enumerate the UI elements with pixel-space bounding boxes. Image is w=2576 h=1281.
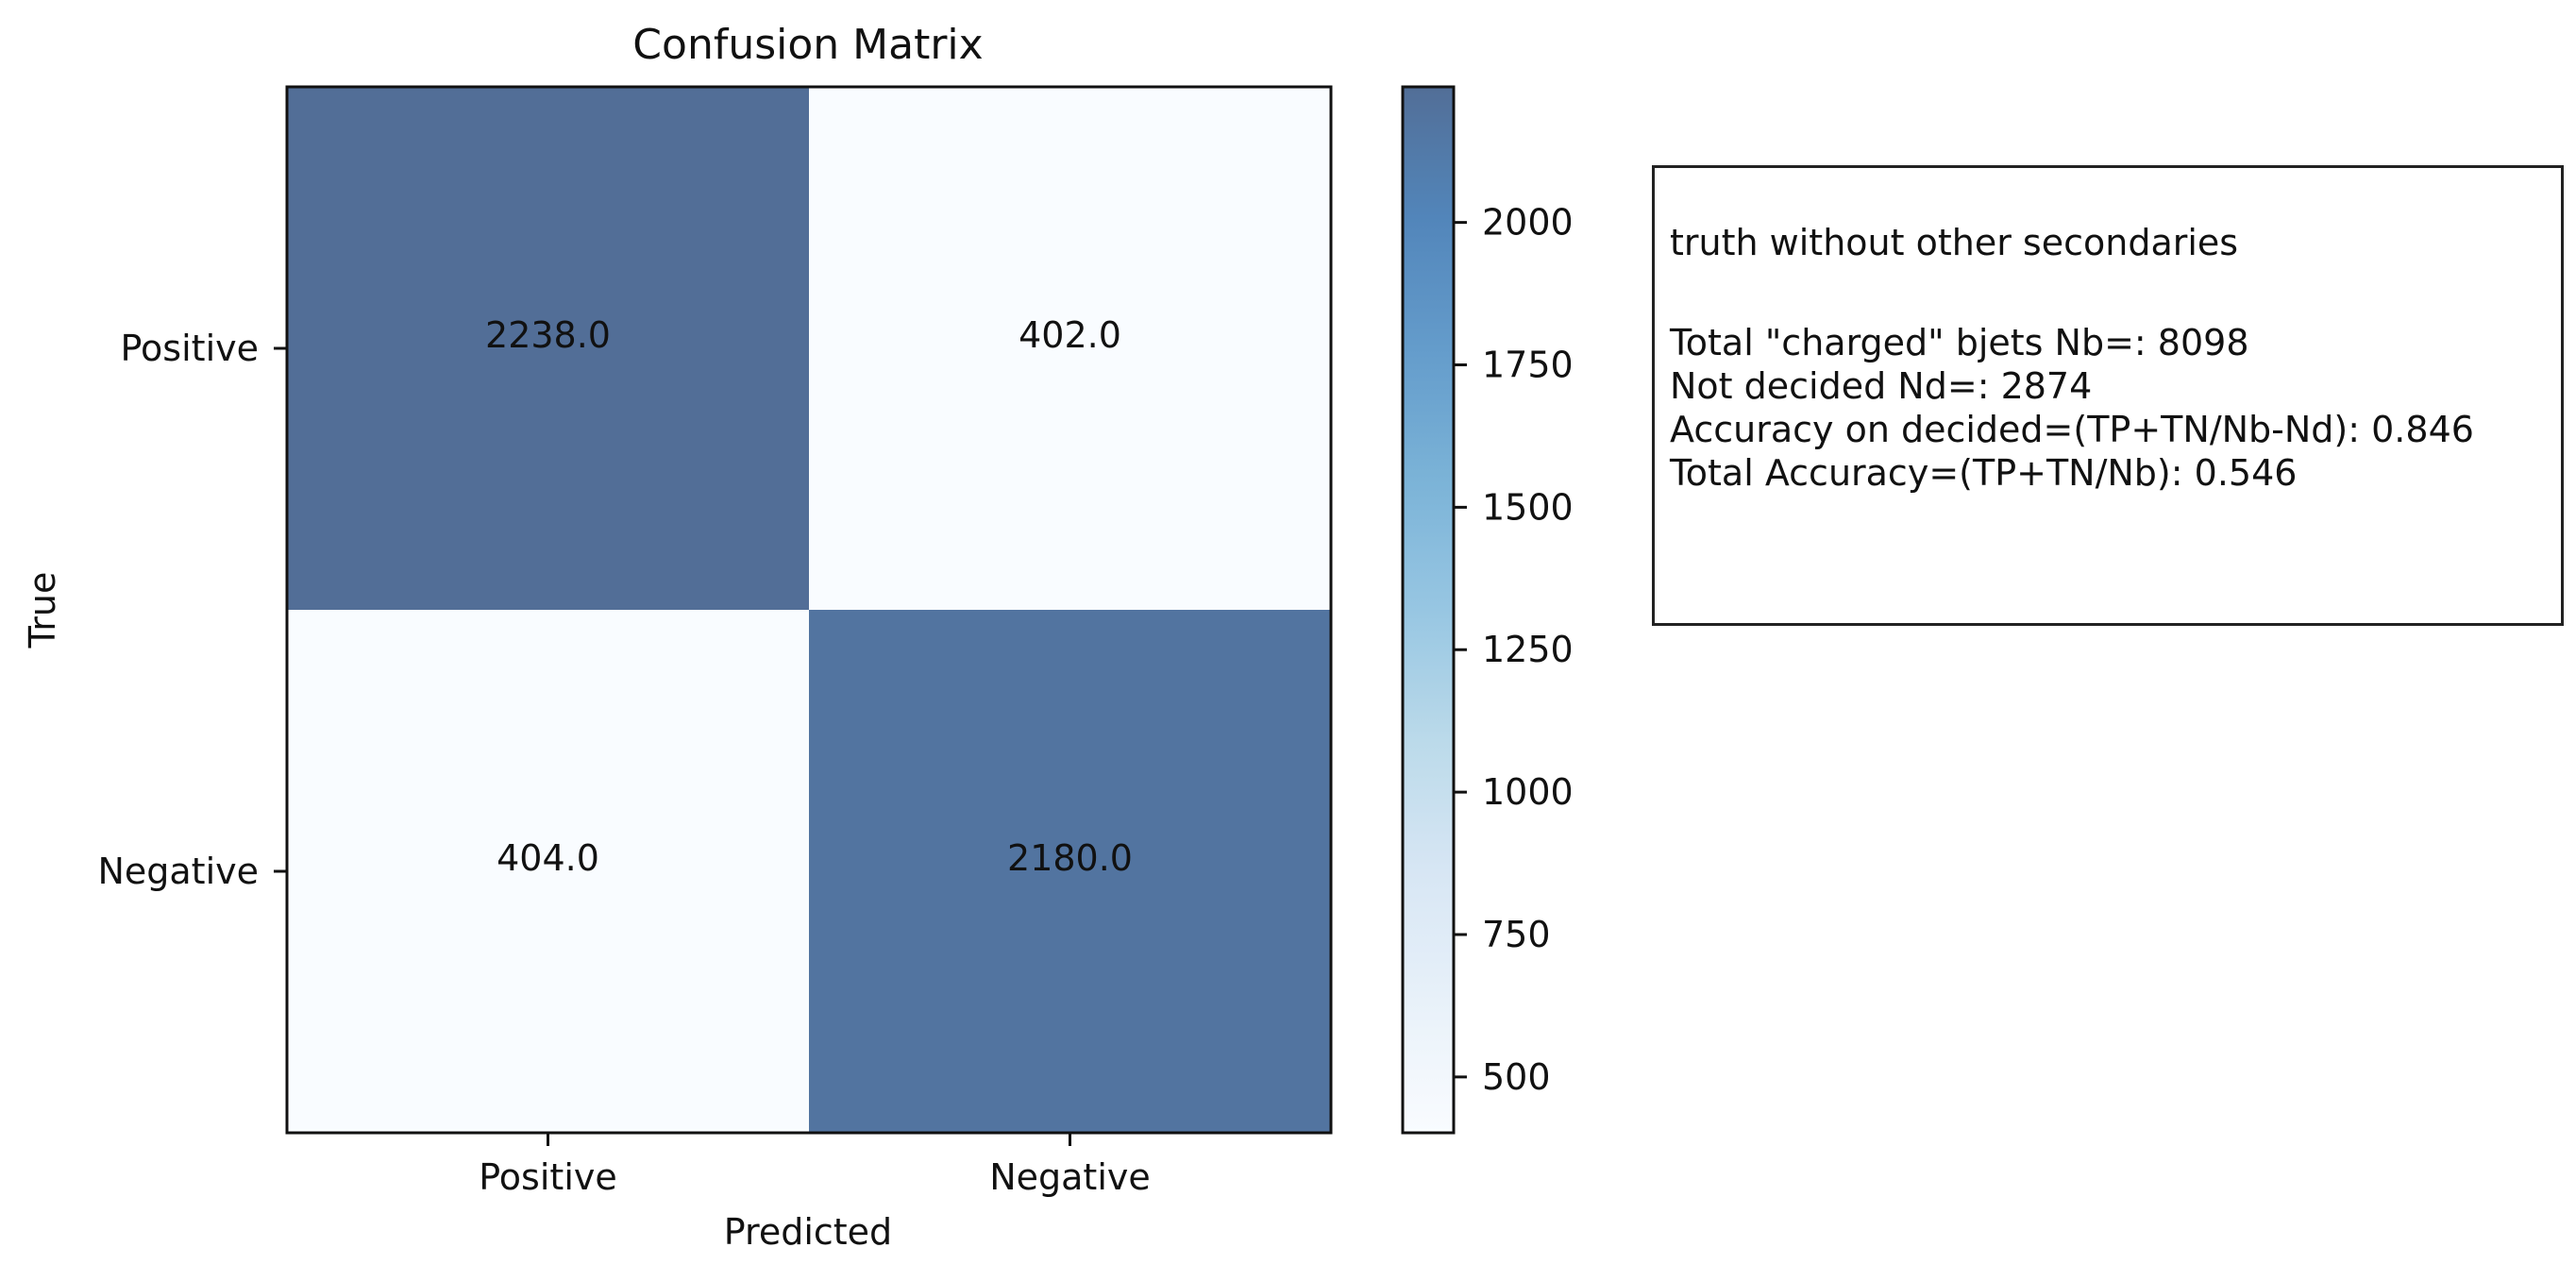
colorbar-tick-label-5: 1750 — [1482, 345, 1574, 386]
info-line-total-accuracy: Total Accuracy=(TP+TN/Nb): 0.546 — [1670, 452, 2298, 494]
colorbar-tick-label-4: 1500 — [1482, 486, 1574, 528]
cell-value-label-1-0: 404.0 — [497, 837, 599, 879]
y-tick-label-1: Negative — [97, 851, 259, 892]
colorbar-tick-label-3: 1250 — [1482, 629, 1574, 670]
plot-frame — [285, 85, 1333, 1135]
info-line-accuracy-decided: Accuracy on decided=(TP+TN/Nb-Nd): 0.846 — [1670, 409, 2474, 450]
info-heading: truth without other secondaries — [1670, 222, 2239, 263]
colorbar — [1401, 85, 1456, 1135]
y-axis-ticks: Positive Negative — [97, 328, 287, 892]
chart-title: Confusion Matrix — [632, 21, 983, 69]
heatmap-cell-0-1 — [809, 87, 1332, 611]
cell-value-label-0-0: 2238.0 — [485, 314, 611, 356]
x-axis-ticks: Positive Negative — [479, 1133, 1151, 1198]
y-tick-label-0: Positive — [121, 328, 260, 369]
colorbar-tick-label-2: 1000 — [1482, 771, 1574, 813]
colorbar-ticks: 500 750 1000 1250 1500 1750 2000 — [1454, 202, 1574, 1098]
cell-value-label-1-1: 2180.0 — [1007, 837, 1133, 879]
info-line-total-bjets: Total "charged" bjets Nb=: 8098 — [1670, 322, 2249, 363]
y-axis-label: True — [22, 572, 63, 649]
info-box: truth without other secondaries Total "c… — [1652, 165, 2564, 626]
heatmap-cell-labels: 2238.0 402.0 404.0 2180.0 — [485, 314, 1133, 879]
x-axis-label: Predicted — [724, 1211, 892, 1253]
colorbar-tick-label-1: 750 — [1482, 914, 1551, 955]
heatmap-cells — [287, 87, 1332, 1134]
info-spacer — [1670, 264, 2561, 321]
cell-value-label-0-1: 402.0 — [1019, 314, 1121, 356]
x-tick-label-1: Negative — [989, 1156, 1151, 1198]
colorbar-tick-label-6: 2000 — [1482, 202, 1574, 244]
x-tick-label-0: Positive — [479, 1156, 617, 1198]
heatmap-cell-0-0 — [287, 87, 810, 611]
heatmap-cell-1-1 — [809, 610, 1332, 1134]
colorbar-tick-label-0: 500 — [1482, 1056, 1551, 1098]
heatmap-cell-1-0 — [287, 610, 810, 1134]
info-line-not-decided: Not decided Nd=: 2874 — [1670, 365, 2093, 407]
